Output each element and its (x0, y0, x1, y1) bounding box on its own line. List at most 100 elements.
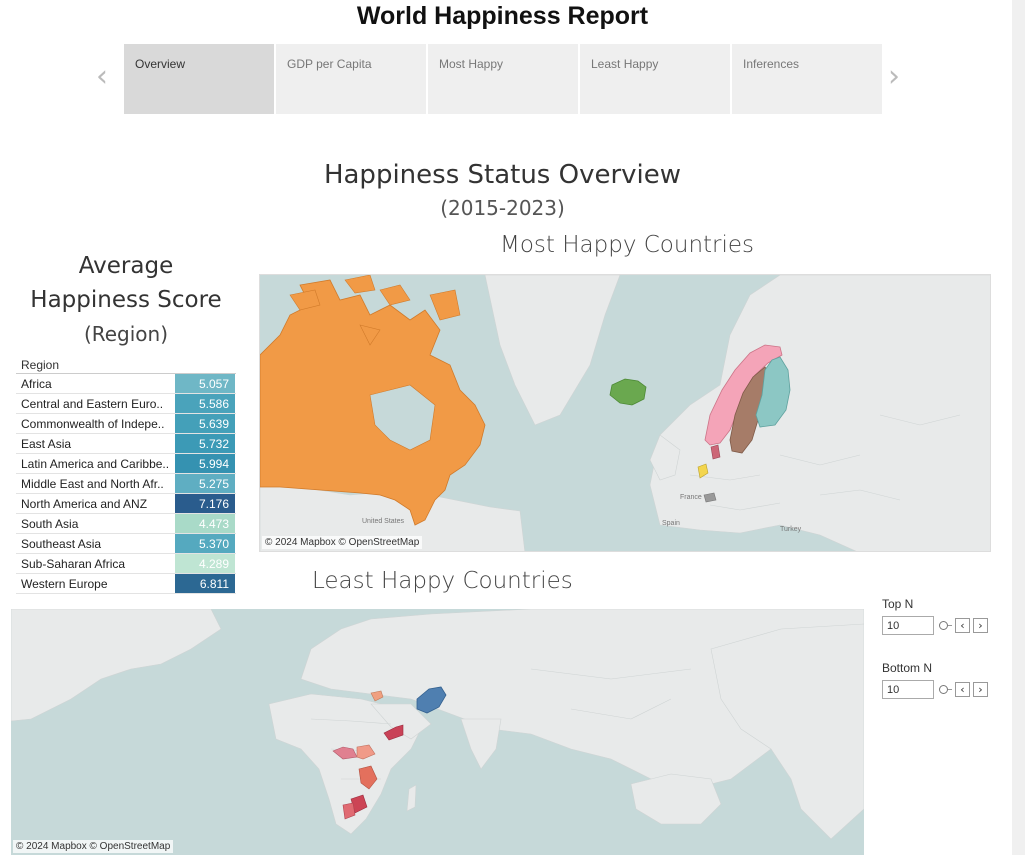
least-happy-map-canvas (11, 609, 864, 840)
region-score-table: Region Africa 5.057 Central and Eastern Eu… (16, 356, 236, 594)
top-n-decrement-button[interactable]: ‹ (955, 618, 970, 633)
chevron-right-icon[interactable]: › (888, 59, 900, 94)
map-attribution[interactable]: © 2024 Mapbox © OpenStreetMap (262, 536, 423, 549)
table-row[interactable]: South Asia 4.473 (16, 514, 236, 534)
region-name: Sub-Saharan Africa (21, 557, 126, 571)
region-score: 5.732 (175, 434, 235, 453)
country-denmark[interactable] (710, 444, 721, 460)
top-n-label: Top N (882, 597, 914, 611)
slider-track (948, 625, 952, 626)
region-score: 4.473 (175, 514, 235, 533)
table-row[interactable]: Latin America and Caribbe.. 5.994 (16, 454, 236, 474)
tab-label: Inferences (743, 57, 800, 71)
region-score: 5.586 (175, 394, 235, 413)
region-name: Southeast Asia (21, 537, 102, 551)
table-row[interactable]: Africa 5.057 (16, 374, 236, 394)
land-madagascar (406, 784, 417, 812)
table-row[interactable]: Middle East and North Afr.. 5.275 (16, 474, 236, 494)
map-label-france: France (680, 494, 702, 501)
tab-most-happy[interactable]: Most Happy (428, 44, 578, 114)
region-score: 7.176 (175, 494, 235, 513)
slider-track (948, 689, 952, 690)
tab-label: Overview (135, 57, 186, 71)
map-label-spain: Spain (662, 520, 680, 527)
country-botswana[interactable] (342, 802, 356, 820)
overview-title: Happiness Status Overview (323, 160, 682, 190)
canada-islands[interactable] (289, 275, 461, 346)
avg-score-title: Average Happiness Score (Region) (10, 249, 242, 351)
map-attribution[interactable]: © 2024 Mapbox © OpenStreetMap (13, 840, 174, 853)
avg-title-subline: (Region) (83, 322, 169, 346)
slider-handle-icon[interactable] (939, 685, 948, 694)
tab-least-happy[interactable]: Least Happy (580, 44, 730, 114)
region-name: North America and ANZ (21, 497, 148, 511)
bottom-n-increment-button[interactable]: › (973, 682, 988, 697)
map-label-us: United States (362, 518, 405, 525)
country-finland[interactable] (755, 356, 791, 428)
top-n-increment-button[interactable]: › (973, 618, 988, 633)
country-south-sudan[interactable] (356, 744, 376, 760)
land-australia (630, 773, 722, 825)
avg-title-line: Happiness Score (30, 287, 222, 313)
region-column-header: Region (16, 356, 236, 374)
land-eurasia (649, 275, 990, 551)
country-car[interactable] (332, 746, 358, 760)
region-name: Western Europe (21, 577, 108, 591)
land-americas-east (710, 623, 864, 840)
chevron-left-icon[interactable]: ‹ (96, 59, 108, 94)
table-row[interactable]: Southeast Asia 5.370 (16, 534, 236, 554)
region-name: East Asia (21, 437, 72, 451)
country-borders (689, 414, 961, 511)
region-score: 5.275 (175, 474, 235, 493)
vertical-scrollbar[interactable] (1012, 0, 1025, 855)
map-label-turkey: Turkey (780, 526, 802, 533)
table-row[interactable]: East Asia 5.732 (16, 434, 236, 454)
country-switzerland[interactable] (703, 492, 717, 503)
region-name: Commonwealth of Indepe.. (21, 417, 165, 431)
slider-handle-icon[interactable] (939, 621, 948, 630)
region-score: 5.057 (175, 374, 235, 393)
tab-overview[interactable]: Overview (124, 44, 274, 114)
land-usa (260, 484, 526, 551)
least-happy-title: Least Happy Countries (312, 568, 573, 594)
land-india (460, 718, 502, 770)
bottom-n-decrement-button[interactable]: ‹ (955, 682, 970, 697)
tab-inferences[interactable]: Inferences (732, 44, 882, 114)
bottom-n-control: Bottom N ‹ › (882, 661, 992, 699)
region-name: South Asia (21, 517, 79, 531)
region-score: 5.639 (175, 414, 235, 433)
most-happy-map[interactable]: United States Spain France Turkey © 2024… (259, 274, 991, 552)
land-arabia (370, 703, 432, 740)
bottom-n-input[interactable] (882, 680, 934, 699)
table-row[interactable]: North America and ANZ 7.176 (16, 494, 236, 514)
land-uk (649, 434, 681, 481)
most-happy-map-canvas: United States Spain France Turkey (260, 275, 990, 551)
top-n-input[interactable] (882, 616, 934, 635)
report-title: World Happiness Report (356, 2, 649, 30)
country-afghanistan[interactable] (416, 686, 447, 714)
table-row[interactable]: Western Europe 6.811 (16, 574, 236, 594)
region-name: Latin America and Caribbe.. (21, 457, 170, 471)
region-score: 4.289 (175, 554, 235, 573)
tab-label: GDP per Capita (287, 57, 372, 71)
table-row[interactable]: Sub-Saharan Africa 4.289 (16, 554, 236, 574)
region-name: Central and Eastern Euro.. (21, 397, 164, 411)
country-netherlands[interactable] (697, 463, 709, 479)
table-row[interactable]: Commonwealth of Indepe.. 5.639 (16, 414, 236, 434)
region-name: Africa (21, 377, 52, 391)
hudson-bay (369, 384, 436, 451)
country-libya[interactable] (370, 690, 384, 702)
country-iceland[interactable] (609, 378, 647, 406)
least-happy-map[interactable]: © 2024 Mapbox © OpenStreetMap (11, 609, 864, 855)
land-greenland (484, 275, 621, 426)
land-americas-west (11, 609, 222, 722)
country-yemen[interactable] (383, 724, 404, 741)
avg-title-line: Average (78, 253, 174, 279)
region-score: 5.370 (175, 534, 235, 553)
tab-gdp-per-capita[interactable]: GDP per Capita (276, 44, 426, 114)
table-row[interactable]: Central and Eastern Euro.. 5.586 (16, 394, 236, 414)
bottom-n-label: Bottom N (882, 661, 933, 675)
tab-label: Most Happy (439, 57, 504, 71)
country-tanzania[interactable] (358, 765, 378, 790)
